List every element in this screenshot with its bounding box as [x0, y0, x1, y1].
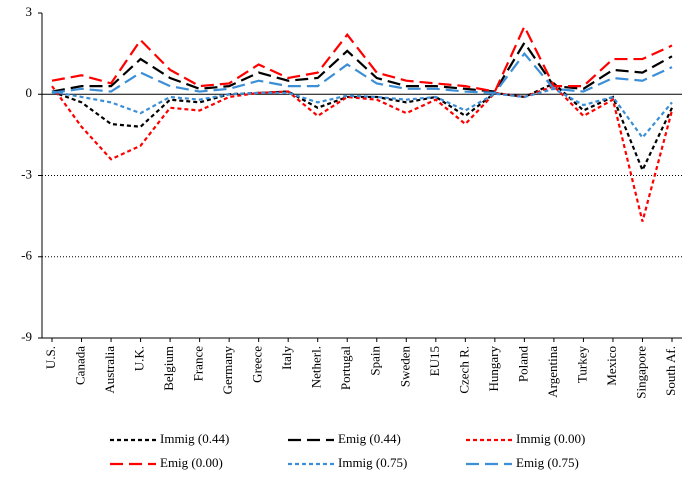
x-tick-label: Argentina: [545, 346, 560, 398]
x-tick-label: Sweden: [397, 346, 412, 388]
x-tick-label: Netherl.: [309, 346, 324, 388]
x-tick-label: Australia: [102, 346, 117, 394]
y-tick-label: 3: [26, 4, 33, 19]
series-line: [51, 82, 673, 173]
series-line: [51, 84, 674, 222]
x-tick-label: Spain: [368, 346, 383, 376]
legend-label: Immig (0.75): [338, 455, 407, 470]
x-tick-label: Italy: [279, 346, 294, 370]
series-line: [51, 51, 673, 95]
legend-label: Emig (0.00): [160, 455, 223, 470]
x-tick-label: Greece: [250, 346, 265, 383]
series-line: [51, 40, 673, 93]
legend-label: Emig (0.75): [516, 455, 579, 470]
legend-label: Immig (0.00): [516, 431, 585, 446]
x-tick-label: Belgium: [161, 346, 176, 391]
series-line: [51, 87, 673, 140]
legend-label: Emig (0.44): [338, 431, 401, 446]
series-line: [51, 23, 673, 93]
x-tick-label: Poland: [515, 346, 530, 383]
x-tick-label: Mexico: [604, 346, 619, 386]
y-tick-label: 0: [26, 85, 33, 100]
x-tick-label: U.S.: [43, 346, 58, 369]
x-tick-label: France: [191, 346, 206, 382]
x-tick-label: South Af.: [663, 346, 678, 396]
y-tick-label: -9: [21, 329, 32, 344]
x-tick-label: Germany: [220, 346, 235, 395]
x-tick-label: Czech R.: [456, 346, 471, 394]
x-tick-label: Singapore: [633, 346, 648, 399]
x-tick-label: Turkey: [574, 346, 589, 384]
x-tick-label: Hungary: [486, 346, 501, 392]
x-tick-label: U.K.: [132, 346, 147, 371]
x-tick-label: Portugal: [338, 346, 353, 390]
x-tick-label: EU15: [427, 346, 442, 376]
legend-label: Immig (0.44): [160, 431, 229, 446]
y-tick-label: -3: [21, 166, 32, 181]
x-tick-label: Canada: [73, 346, 88, 385]
y-tick-label: -6: [21, 248, 32, 263]
